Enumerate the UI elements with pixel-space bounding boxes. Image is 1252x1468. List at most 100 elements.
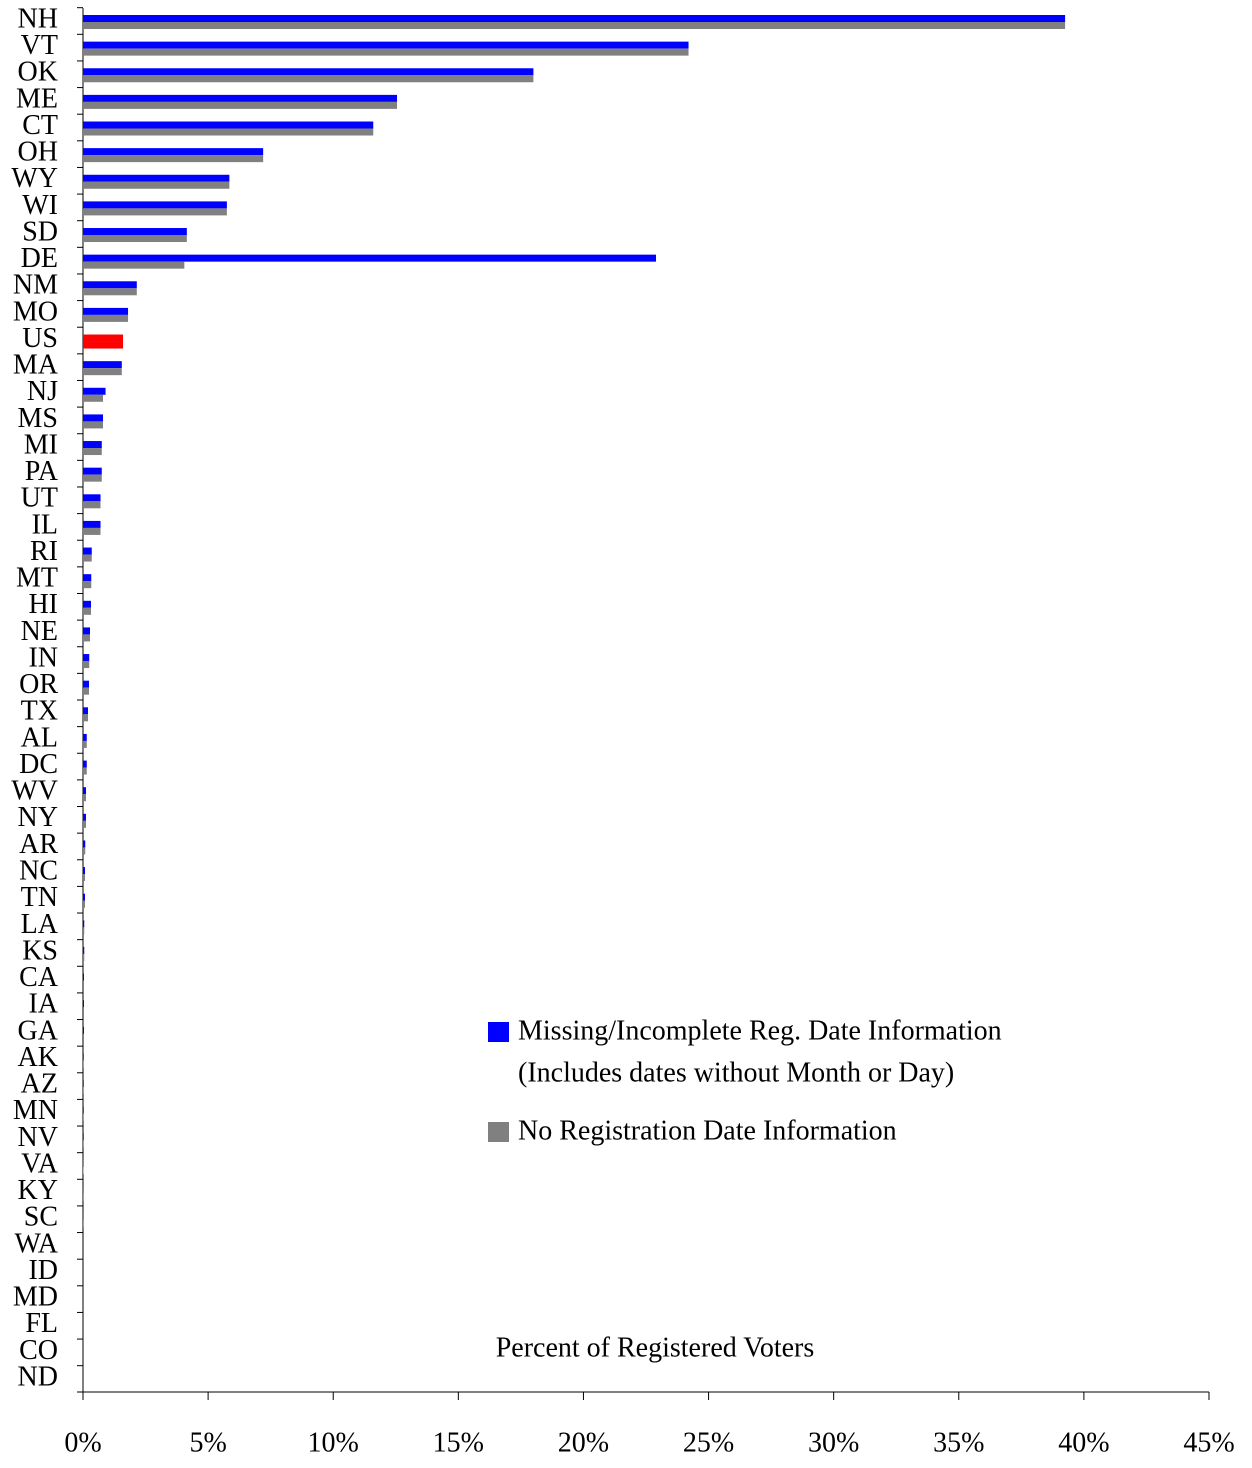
bar [83, 475, 102, 482]
bar [83, 1114, 84, 1121]
bar [83, 741, 87, 748]
bar [83, 388, 106, 395]
bar [83, 262, 184, 269]
bar [83, 974, 84, 981]
bar [83, 342, 123, 349]
bar [83, 15, 1065, 22]
bar [83, 707, 88, 714]
bar [83, 1133, 84, 1140]
bar [83, 840, 85, 847]
bar [83, 281, 137, 288]
bar [83, 947, 84, 954]
bar [83, 1107, 84, 1114]
bar [83, 627, 90, 634]
bar [83, 927, 84, 934]
legend-swatch [488, 1122, 509, 1142]
bar [83, 421, 103, 428]
bar [83, 122, 373, 129]
bar [83, 22, 1065, 29]
legend-label: No Registration Date Information [518, 1115, 897, 1146]
bar [83, 608, 91, 615]
bar [83, 1007, 84, 1014]
legend-swatch [488, 1022, 509, 1042]
bar [83, 761, 87, 768]
bar [83, 548, 92, 555]
bar [83, 1027, 84, 1034]
bar [83, 335, 123, 342]
bar [83, 814, 86, 821]
bar [83, 68, 533, 75]
bar [83, 1053, 84, 1060]
x-tick-label: 0% [64, 1427, 101, 1458]
bar [83, 521, 101, 528]
legend-label: Missing/Incomplete Reg. Date Information [518, 1015, 1002, 1046]
bar [83, 1060, 84, 1067]
x-tick-label: 20% [558, 1427, 609, 1458]
bar [83, 468, 102, 475]
bar [83, 920, 84, 927]
bar [83, 981, 84, 988]
bar [83, 894, 85, 901]
bar [83, 441, 102, 448]
bar [83, 368, 122, 375]
bar [83, 954, 84, 961]
bar [83, 235, 187, 242]
bar [83, 201, 227, 208]
bar [83, 182, 229, 189]
x-tick-label: 45% [1183, 1427, 1234, 1458]
bar [83, 661, 89, 668]
bar [83, 581, 91, 588]
x-tick-label: 30% [808, 1427, 859, 1458]
x-tick-label: 35% [933, 1427, 984, 1458]
bar [83, 847, 85, 854]
bar [83, 574, 91, 581]
bar [83, 734, 87, 741]
bar [83, 1087, 84, 1094]
bar [83, 1034, 84, 1041]
bar [83, 901, 85, 908]
bar [83, 787, 86, 794]
legend-note: (Includes dates without Month or Day) [518, 1057, 954, 1088]
bar [83, 768, 87, 775]
x-tick-label: 15% [433, 1427, 484, 1458]
x-tick-label: 25% [683, 1427, 734, 1458]
bar [83, 1080, 84, 1087]
bar [83, 255, 656, 262]
bar [83, 148, 263, 155]
bar [83, 1140, 84, 1147]
bar [83, 867, 85, 874]
bar [83, 175, 229, 182]
bar [83, 42, 689, 49]
bar [83, 794, 86, 801]
bar [83, 448, 102, 455]
bar [83, 654, 89, 661]
bar [83, 361, 122, 368]
bar [83, 714, 88, 721]
bar [83, 874, 85, 881]
bar [83, 129, 373, 136]
bar [83, 208, 227, 215]
bar [83, 288, 137, 295]
x-tick-label: 40% [1058, 1427, 1109, 1458]
bar [83, 102, 397, 109]
bar [83, 601, 91, 608]
x-axis-label: Percent of Registered Voters [496, 1332, 815, 1363]
y-tick-label: ND [18, 1361, 58, 1392]
bar [83, 228, 187, 235]
bar [83, 308, 128, 315]
bar [83, 821, 86, 828]
bar [83, 634, 90, 641]
bar [83, 688, 89, 695]
bar [83, 95, 397, 102]
bar [83, 494, 101, 501]
bar [83, 155, 263, 162]
bar [83, 315, 128, 322]
x-tick-label: 5% [189, 1427, 226, 1458]
x-tick-label: 10% [308, 1427, 359, 1458]
bar [83, 1000, 84, 1007]
bar [83, 681, 89, 688]
bar [83, 1167, 84, 1174]
bar [83, 75, 533, 82]
bar [83, 49, 689, 56]
